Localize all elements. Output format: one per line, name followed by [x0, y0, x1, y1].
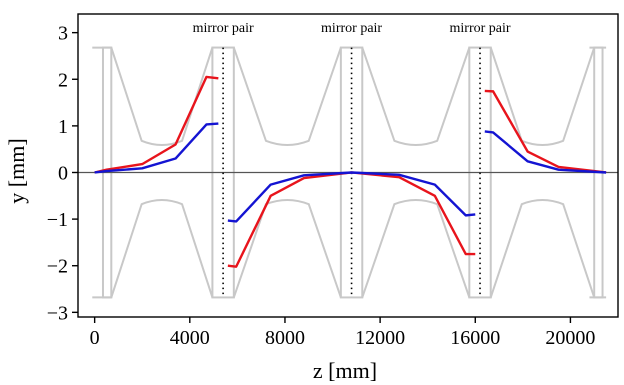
- annotation-mirror-pair-0: mirror pair: [193, 21, 254, 36]
- plot-border: [77, 13, 619, 318]
- lens-2-b: [232, 198, 342, 298]
- lens-3-t: [361, 47, 471, 146]
- x-tick-label-1: 4000: [170, 327, 210, 349]
- y-tick-label-2: 1: [58, 116, 68, 138]
- x-tick-label-3: 12000: [355, 327, 405, 349]
- lens-1-t: [110, 47, 214, 146]
- lens-3-b: [361, 198, 471, 298]
- annotations: mirror pair mirror pair mirror pair: [193, 21, 511, 36]
- lens-1-b: [110, 198, 214, 298]
- x-tick-label-5: 20000: [545, 327, 595, 349]
- series-layer: [94, 75, 607, 268]
- x-tick-label-0: 0: [90, 327, 100, 349]
- lens-2-t: [232, 47, 342, 146]
- x-tick-label-4: 16000: [450, 327, 500, 349]
- y-axis-label: y [mm]: [4, 138, 29, 203]
- series-0-segment-0: [94, 75, 219, 174]
- x-tick-label-2: 8000: [265, 327, 305, 349]
- annotation-mirror-pair-2: mirror pair: [450, 21, 511, 36]
- x-axis-label: z [mm]: [313, 358, 377, 383]
- lens-4-t: [489, 47, 596, 146]
- y-tick-label-6: −3: [47, 302, 68, 324]
- y-tick-label-1: 2: [58, 69, 68, 91]
- lens-4-b: [489, 198, 596, 298]
- series-1-segment-1: [227, 171, 476, 223]
- series-1-segment-0: [94, 122, 219, 174]
- series-0-segment-2: [484, 89, 607, 174]
- y-tick-label-0: 3: [58, 23, 68, 45]
- y-tick-label-5: −2: [47, 256, 68, 278]
- annotation-mirror-pair-1: mirror pair: [321, 21, 382, 36]
- axis-ticks: 0 4000 8000 12000 16000 20000 3 2 1 0 −1 −2 −3: [47, 23, 596, 349]
- y-tick-label-4: −1: [47, 209, 68, 231]
- series-1-segment-2: [484, 130, 607, 174]
- y-tick-label-3: 0: [58, 162, 68, 184]
- plot-frame: [77, 13, 619, 318]
